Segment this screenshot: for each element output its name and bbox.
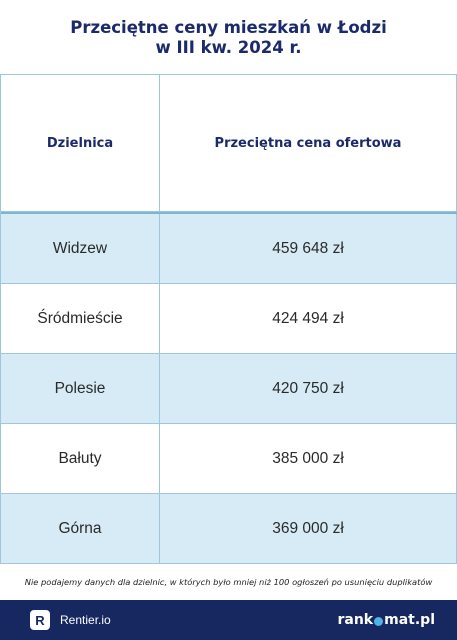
price-cell: 424 494 zł bbox=[160, 284, 457, 354]
price-table: Dzielnica Przeciętna cena ofertowa Widze… bbox=[0, 74, 457, 564]
rankomat-text-part1: rank bbox=[337, 612, 374, 628]
price-cell: 369 000 zł bbox=[160, 494, 457, 564]
footer-bar: R Rentier.io rank mat.pl bbox=[0, 600, 457, 640]
district-cell: Górna bbox=[1, 494, 160, 564]
price-cell: 420 750 zł bbox=[160, 354, 457, 424]
header-district: Dzielnica bbox=[1, 75, 160, 212]
table-row: Polesie 420 750 zł bbox=[1, 354, 457, 424]
rankomat-logo: rank mat.pl bbox=[337, 612, 435, 628]
district-cell: Śródmieście bbox=[1, 284, 160, 354]
district-cell: Widzew bbox=[1, 214, 160, 284]
rentier-logo-icon: R bbox=[30, 610, 50, 630]
title-line-2: w III kw. 2024 r. bbox=[155, 38, 302, 57]
price-cell: 459 648 zł bbox=[160, 214, 457, 284]
header-price: Przeciętna cena ofertowa bbox=[160, 75, 457, 212]
price-cell: 385 000 zł bbox=[160, 424, 457, 494]
rentier-brand: R Rentier.io bbox=[30, 610, 111, 630]
rentier-brand-name: Rentier.io bbox=[60, 613, 111, 627]
table-header-row: Dzielnica Przeciętna cena ofertowa bbox=[1, 75, 457, 214]
district-cell: Bałuty bbox=[1, 424, 160, 494]
title-line-1: Przeciętne ceny mieszkań w Łodzi bbox=[70, 18, 387, 37]
rankomat-text-part2: mat.pl bbox=[384, 612, 435, 628]
page-title: Przeciętne ceny mieszkań w Łodzi w III k… bbox=[0, 18, 457, 58]
table-row: Śródmieście 424 494 zł bbox=[1, 284, 457, 354]
rankomat-dot-icon bbox=[374, 616, 384, 626]
district-cell: Polesie bbox=[1, 354, 160, 424]
footnote: Nie podajemy danych dla dzielnic, w któr… bbox=[24, 577, 433, 587]
table-row: Widzew 459 648 zł bbox=[1, 214, 457, 284]
table-row: Bałuty 385 000 zł bbox=[1, 424, 457, 494]
table-row: Górna 369 000 zł bbox=[1, 494, 457, 564]
